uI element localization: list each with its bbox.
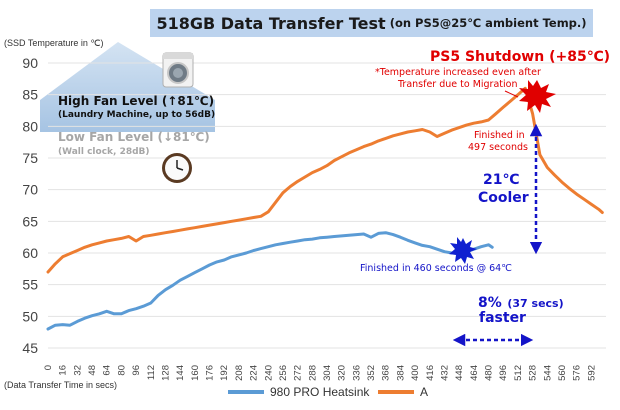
- legend-item-980-pro: 980 PRO Heatsink: [228, 385, 369, 399]
- y-tick-label: 90: [22, 55, 38, 71]
- chart-subtitle: (on PS5@25℃ ambient Temp.): [389, 16, 587, 30]
- shutdown-note-2: Transfer due to Migration: [398, 79, 518, 90]
- faster-secs: (37 secs): [507, 297, 564, 310]
- x-tick-label: 400: [410, 365, 421, 381]
- x-tick-label: 160: [190, 365, 201, 381]
- series-lines: [46, 86, 604, 331]
- shutdown-title: PS5 Shutdown (+85℃): [430, 49, 611, 65]
- high-fan-label: High Fan Level (↑81℃): [58, 94, 215, 108]
- x-tick-label: 208: [234, 365, 245, 381]
- x-tick-label: 368: [381, 365, 392, 381]
- y-tick-label: 75: [22, 150, 38, 166]
- finished-a-label-2: 497 seconds: [468, 142, 528, 153]
- x-tick-label: 272: [293, 365, 304, 381]
- x-tick-label: 32: [72, 365, 83, 376]
- x-tick-label: 0: [43, 365, 54, 370]
- x-tick-label: 80: [116, 365, 127, 376]
- x-tick-label: 176: [205, 365, 216, 381]
- x-tick-label: 464: [469, 365, 480, 381]
- x-tick-label: 256: [278, 365, 289, 381]
- x-tick-label: 592: [586, 365, 597, 381]
- series-line-980-pro-heatsink: [46, 231, 494, 331]
- y-tick-label: 55: [22, 277, 38, 293]
- chart-title-box: 518GB Data Transfer Test (on PS5@25℃ amb…: [150, 9, 593, 37]
- x-tick-label: 560: [557, 365, 568, 381]
- finished-a-label-1: Finished in: [474, 130, 525, 141]
- high-fan-note: (Laundry Machine, up to 56dB): [58, 110, 216, 120]
- x-axis-label: (Data Transfer Time in secs): [4, 380, 118, 390]
- low-fan-label: Low Fan Level (↓81℃): [58, 130, 210, 144]
- x-tick-label: 128: [160, 365, 171, 381]
- fan-level-shape: [40, 42, 215, 132]
- y-axis-label: (SSD Temperature in ℃): [4, 38, 104, 48]
- legend-swatch: [378, 390, 414, 394]
- wall-clock-icon: [162, 153, 192, 183]
- shutdown-pointer-line: [504, 90, 519, 98]
- x-tick-label: 304: [322, 365, 333, 381]
- x-tick-label: 16: [58, 365, 69, 376]
- x-tick-label: 48: [87, 365, 98, 376]
- y-tick-label: 50: [22, 308, 38, 324]
- x-tick-label: 480: [484, 365, 495, 381]
- x-tick-label: 240: [263, 365, 274, 381]
- x-tick-label: 192: [219, 365, 230, 381]
- explosion-icon: [449, 237, 477, 264]
- legend-label: 980 PRO Heatsink: [270, 385, 370, 399]
- legend-label: A: [420, 385, 429, 399]
- y-tick-label: 65: [22, 213, 38, 229]
- legend-swatch: [228, 390, 264, 394]
- x-tick-label: 448: [454, 365, 465, 381]
- x-tick-label: 512: [513, 365, 524, 381]
- x-tick-label: 432: [439, 365, 450, 381]
- x-tick-label: 224: [249, 365, 260, 381]
- cooler-value: 21℃: [483, 172, 520, 188]
- shutdown-note-1: *Temperature increased even after: [375, 67, 541, 78]
- x-tick-label: 352: [366, 365, 377, 381]
- x-tick-labels: 0 16 32 48 64 80 96 112 128 144 160 176 192 208 224 240…: [43, 365, 597, 381]
- series-line-a: [46, 86, 604, 274]
- washing-machine-icon: [162, 52, 194, 88]
- explosion-icon: [519, 80, 556, 113]
- chart-title: 518GB Data Transfer Test: [156, 13, 386, 33]
- cooler-label: Cooler: [478, 190, 529, 206]
- faster-label: faster: [479, 310, 526, 326]
- finished-b-label: Finished in 460 seconds @ 64℃: [360, 263, 512, 274]
- y-tick-label: 60: [22, 245, 38, 261]
- x-tick-label: 576: [572, 365, 583, 381]
- y-tick-label: 70: [22, 182, 38, 198]
- x-tick-label: 544: [542, 365, 553, 381]
- faster-value: 8% (37 secs): [478, 292, 564, 311]
- x-tick-label: 336: [351, 365, 362, 381]
- x-tick-label: 496: [498, 365, 509, 381]
- legend-item-a: A: [378, 385, 428, 399]
- y-tick-label: 45: [22, 340, 38, 356]
- x-tick-label: 384: [395, 365, 406, 381]
- y-tick-label: 80: [22, 118, 38, 134]
- x-tick-label: 144: [175, 365, 186, 381]
- x-tick-label: 288: [307, 365, 318, 381]
- x-tick-label: 528: [528, 365, 539, 381]
- y-tick-labels: 45 50 55 60 65 70 75 80 85 90: [22, 55, 38, 356]
- x-tick-label: 416: [425, 365, 436, 381]
- x-tick-label: 320: [337, 365, 348, 381]
- x-tick-label: 64: [102, 365, 113, 376]
- faster-percent: 8%: [478, 295, 502, 311]
- low-fan-note: (Wall clock, 28dB): [58, 147, 150, 157]
- grid: [48, 62, 606, 349]
- x-tick-label: 96: [131, 365, 142, 376]
- y-tick-label: 85: [22, 87, 38, 103]
- x-tick-label: 112: [146, 365, 157, 380]
